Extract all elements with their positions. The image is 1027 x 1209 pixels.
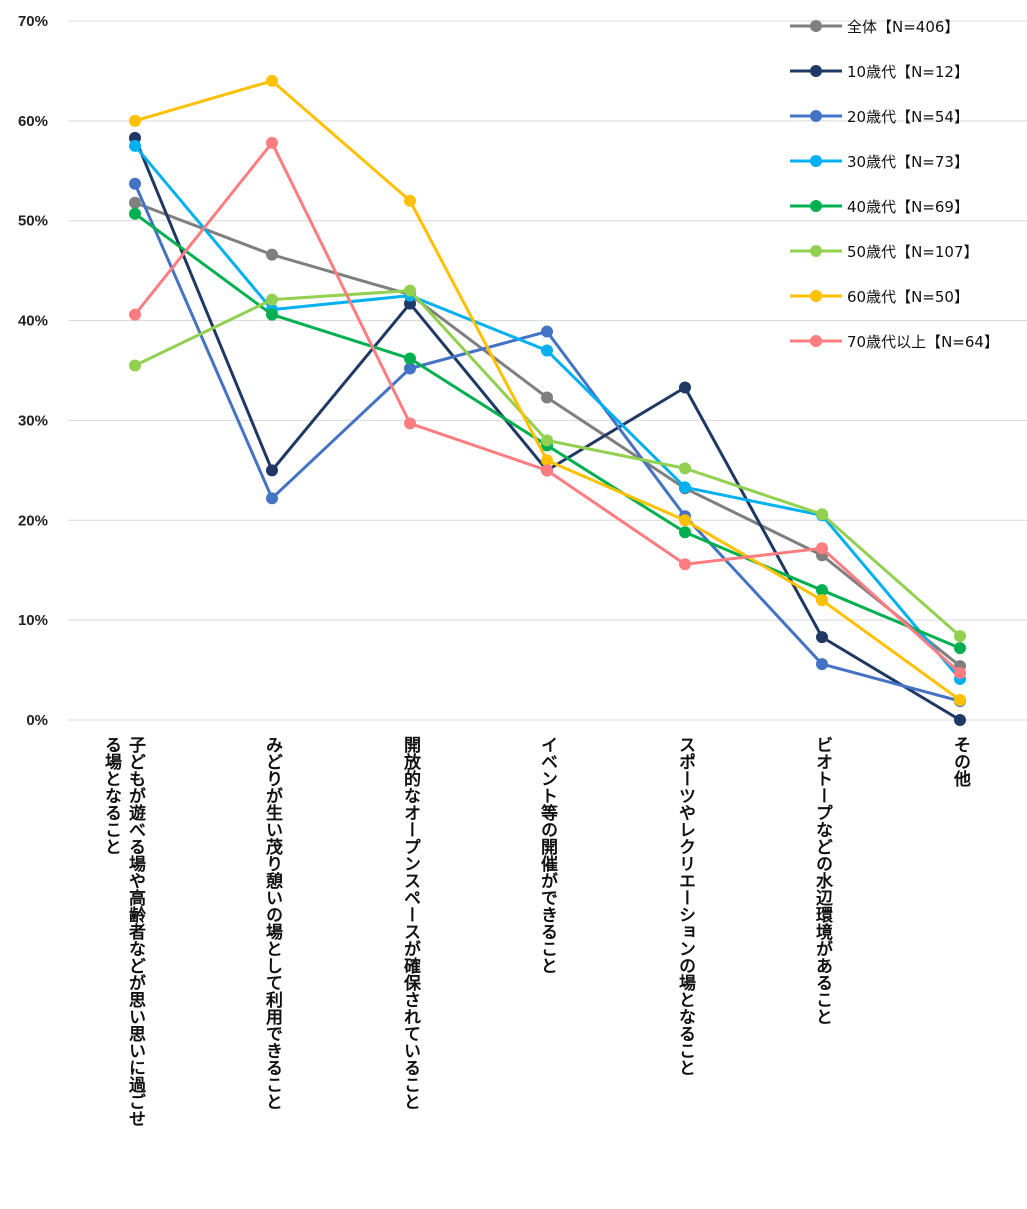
series-3 xyxy=(129,139,966,686)
legend-label: 70歳代以上【N=64】 xyxy=(847,333,999,351)
legend-item: 20歳代【N=54】 xyxy=(790,108,969,126)
series-line xyxy=(133,137,961,722)
data-point xyxy=(954,714,966,726)
y-tick-label: 60% xyxy=(18,113,48,130)
legend-label: 60歳代【N=50】 xyxy=(847,288,969,306)
data-point xyxy=(266,136,278,149)
y-tick-label: 50% xyxy=(18,213,48,230)
data-point xyxy=(404,194,416,207)
series-line xyxy=(134,79,961,702)
x-category-label: 子どもが遊べる場や高齢者などが思い思いに過ごせ る場となること xyxy=(101,736,145,1127)
data-point xyxy=(954,642,966,655)
series-0 xyxy=(129,196,966,673)
legend-marker xyxy=(810,20,822,32)
data-point xyxy=(679,526,691,539)
data-point xyxy=(541,325,553,338)
data-point xyxy=(541,391,553,404)
y-axis-tick-labels: 0% 10% 20% 30% 40% 50% 60% 70% xyxy=(18,13,48,729)
data-point xyxy=(404,362,416,375)
legend-item: 10歳代【N=12】 xyxy=(790,63,969,81)
legend-item: 全体【N=406】 xyxy=(790,18,959,36)
data-point xyxy=(129,114,141,127)
data-point xyxy=(404,352,416,365)
x-category-label: 開放的なオープンスペースが確保されていること xyxy=(400,736,420,1110)
data-point xyxy=(954,694,966,707)
data-point xyxy=(266,293,278,306)
data-point xyxy=(541,464,553,477)
data-point xyxy=(266,492,278,505)
data-point xyxy=(404,417,416,430)
legend-label: 10歳代【N=12】 xyxy=(847,63,969,81)
legend-marker xyxy=(810,200,822,212)
data-point xyxy=(954,667,966,680)
data-point xyxy=(816,542,828,555)
legend-marker xyxy=(810,110,822,122)
data-point xyxy=(541,344,553,357)
legend-marker xyxy=(810,290,822,302)
series-line xyxy=(133,141,962,675)
data-point xyxy=(679,381,691,394)
legend-marker xyxy=(810,155,822,167)
data-point xyxy=(129,207,141,220)
legend-label: 30歳代【N=73】 xyxy=(847,153,969,171)
x-category-label: イベント等の開催ができること xyxy=(537,736,557,974)
data-point xyxy=(129,196,141,209)
series-5 xyxy=(129,284,966,643)
series-6 xyxy=(129,74,966,707)
y-tick-label: 10% xyxy=(18,612,48,629)
y-tick-label: 70% xyxy=(18,13,48,30)
data-point xyxy=(404,284,416,297)
legend-label: 全体【N=406】 xyxy=(847,18,959,36)
legend-marker xyxy=(810,335,822,347)
legend-marker xyxy=(810,65,822,77)
data-point xyxy=(954,630,966,643)
data-point xyxy=(816,658,828,671)
data-point xyxy=(816,594,828,607)
data-point xyxy=(541,454,553,467)
data-point xyxy=(816,584,828,597)
legend-item: 30歳代【N=73】 xyxy=(790,153,969,171)
data-point xyxy=(266,308,278,321)
legend-label: 20歳代【N=54】 xyxy=(847,108,969,126)
data-point xyxy=(266,248,278,261)
y-tick-label: 40% xyxy=(18,313,48,330)
data-point xyxy=(266,74,278,87)
data-point xyxy=(129,139,141,152)
x-category-label: ビオトープなどの水辺環境があること xyxy=(812,736,832,1025)
x-category-label: みどりが生い茂り憩いの場として利用できること xyxy=(262,736,282,1110)
data-point xyxy=(129,177,141,190)
legend-label: 40歳代【N=69】 xyxy=(847,198,969,216)
y-tick-label: 0% xyxy=(26,712,48,729)
chart-series xyxy=(129,74,966,726)
series-line xyxy=(134,212,961,650)
data-point xyxy=(541,434,553,447)
series-line xyxy=(133,144,962,681)
legend-item: 70歳代以上【N=64】 xyxy=(790,333,999,351)
y-tick-label: 20% xyxy=(18,512,48,529)
series-7 xyxy=(129,136,966,680)
legend-marker xyxy=(810,245,822,257)
x-category-label: スポーツやレクリエーションの場となること xyxy=(675,736,695,1076)
data-point xyxy=(679,558,691,571)
x-category-label: その他 xyxy=(950,736,970,787)
legend-label: 50歳代【N=107】 xyxy=(847,243,979,261)
legend: 全体【N=406】 10歳代【N=12】 20歳代【N=54】 30歳代【N=73】 4… xyxy=(790,18,999,351)
data-point xyxy=(816,508,828,521)
data-point xyxy=(129,308,141,321)
y-tick-label: 30% xyxy=(18,412,48,429)
data-point xyxy=(266,464,278,477)
data-point xyxy=(129,359,141,372)
legend-item: 60歳代【N=50】 xyxy=(790,288,969,306)
data-point xyxy=(679,462,691,475)
legend-item: 50歳代【N=107】 xyxy=(790,243,979,261)
data-point xyxy=(679,514,691,527)
data-point xyxy=(679,481,691,494)
legend-item: 40歳代【N=69】 xyxy=(790,198,969,216)
data-point xyxy=(816,631,828,644)
